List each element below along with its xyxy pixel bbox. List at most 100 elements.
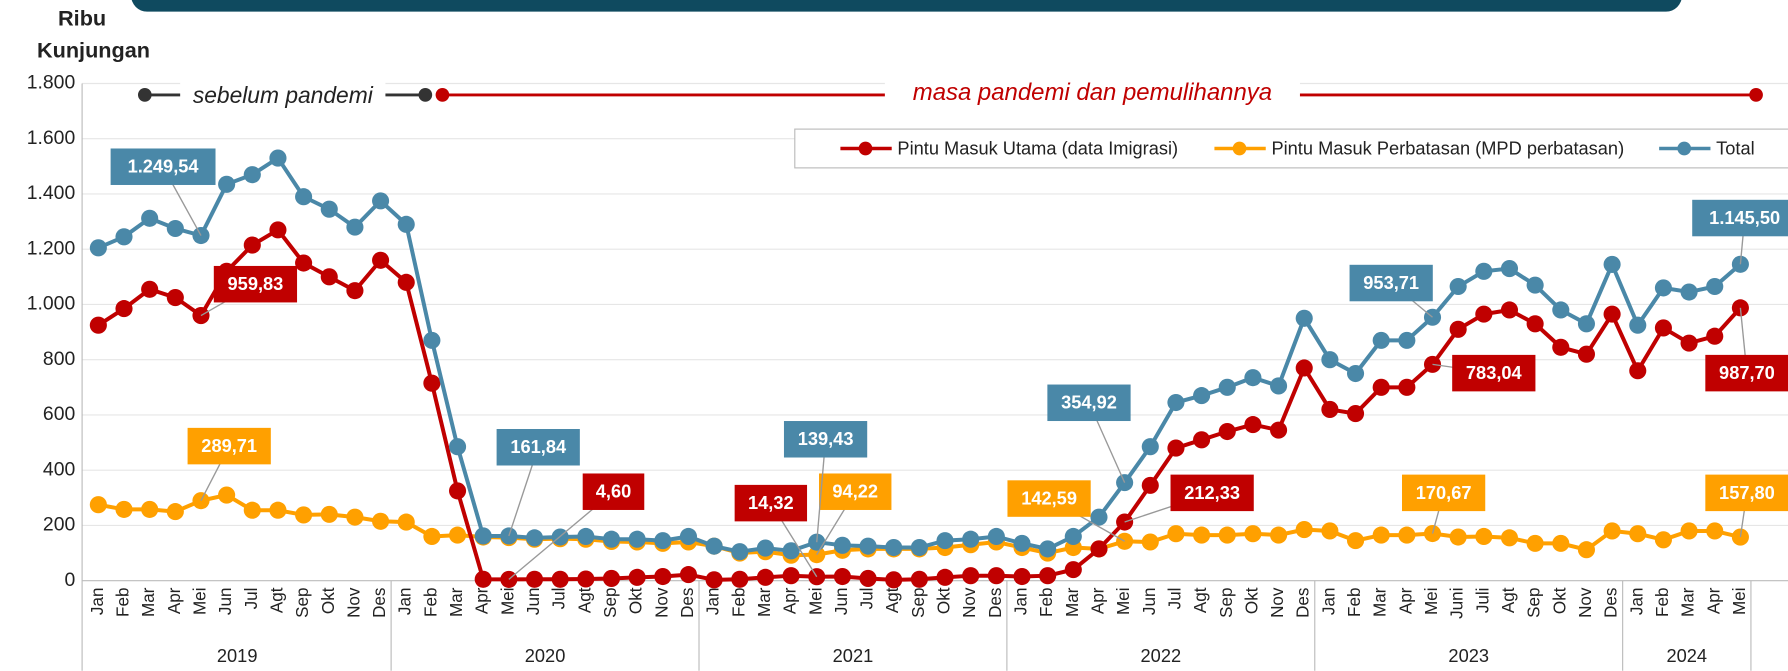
data-point: [1039, 567, 1057, 585]
data-point: [1218, 422, 1236, 441]
data-point: [1372, 331, 1390, 349]
x-tick-label: Okt: [935, 587, 954, 614]
data-point: [1064, 561, 1082, 579]
data-point: [1449, 320, 1467, 338]
data-point: [320, 505, 338, 523]
data-point: [1346, 405, 1365, 423]
legend-marker: [1677, 141, 1692, 156]
x-tick-label: Des: [1602, 588, 1621, 618]
data-point: [397, 513, 415, 531]
data-point: [1629, 316, 1647, 334]
annotation-dot: [137, 88, 152, 102]
value-label-box: [1452, 354, 1536, 392]
x-tick-label: Jan: [1627, 588, 1646, 616]
x-tick-label: Agt: [1499, 587, 1518, 613]
data-point: [859, 537, 877, 555]
data-point: [782, 542, 800, 560]
data-point: [372, 512, 390, 530]
data-point: [1244, 525, 1262, 543]
data-point: [1654, 531, 1672, 549]
x-tick-label: Mei: [1114, 588, 1133, 616]
data-point: [1346, 364, 1365, 383]
value-label-box: [1170, 474, 1254, 512]
x-tick-label: Jul: [550, 588, 569, 610]
data-point: [1731, 255, 1749, 273]
data-point: [987, 567, 1005, 585]
series-line: [97, 227, 1742, 582]
data-point: [423, 331, 441, 349]
value-label: 161,84: [510, 436, 567, 457]
x-tick-label: Agt: [267, 587, 286, 613]
x-tick-label: Nov: [344, 587, 363, 618]
data-point: [679, 566, 698, 584]
data-point: [910, 570, 928, 588]
value-label-box: [110, 148, 216, 185]
data-point: [1013, 567, 1031, 586]
data-point: [602, 530, 621, 548]
year-label: 2022: [1141, 645, 1182, 666]
data-point: [1577, 315, 1596, 333]
data-point: [1116, 474, 1134, 492]
legend-box: [794, 128, 1788, 169]
data-point: [602, 569, 621, 588]
y-tick-label: 1.400: [27, 182, 76, 204]
data-point: [1398, 331, 1416, 349]
x-tick-label: Okt: [1242, 587, 1261, 614]
y-tick-label: 0: [64, 569, 75, 591]
x-tick-label: Feb: [1037, 588, 1056, 617]
data-point: [1218, 526, 1236, 544]
data-point: [372, 192, 390, 210]
legend-label: Pintu Masuk Utama (data Imigrasi): [897, 137, 1178, 158]
value-label: 959,83: [228, 273, 284, 294]
value-label: 139,43: [798, 428, 854, 449]
data-point: [295, 188, 313, 206]
value-label-box: [1705, 474, 1788, 512]
x-tick-label: Apr: [1704, 587, 1723, 614]
value-label: 170,67: [1416, 482, 1472, 503]
data-point: [1141, 476, 1159, 494]
data-point: [1500, 259, 1519, 278]
x-tick-label: Nov: [1576, 587, 1595, 618]
x-tick-label: Juli: [1473, 588, 1492, 614]
data-point: [1475, 527, 1493, 546]
data-point: [1141, 438, 1159, 456]
data-point: [859, 569, 877, 588]
annotation-bg: [884, 77, 1300, 110]
data-point: [448, 438, 467, 456]
data-point: [1526, 315, 1544, 333]
x-tick-label: Feb: [1345, 588, 1364, 617]
x-tick-label: Jul: [1165, 588, 1184, 610]
x-tick-label: Mar: [447, 587, 466, 617]
data-point: [577, 527, 595, 546]
x-tick-label: Apr: [473, 587, 492, 614]
data-point: [1193, 526, 1211, 544]
data-point: [1449, 528, 1467, 546]
data-point: [141, 500, 159, 518]
data-point: [962, 530, 980, 548]
data-point: [1680, 283, 1698, 301]
data-point: [397, 273, 415, 291]
data-point: [1372, 526, 1390, 544]
data-point: [1167, 525, 1185, 543]
x-tick-label: Jan: [1012, 588, 1031, 616]
data-point: [1244, 369, 1262, 387]
annotation: masa pandemi dan pemulihannya: [913, 79, 1272, 106]
data-point: [89, 316, 107, 334]
data-point: [1167, 439, 1185, 457]
x-tick-label: Jun: [216, 588, 235, 616]
y-tick-label: 400: [43, 458, 76, 480]
data-point: [1321, 400, 1339, 418]
value-label-box: [1349, 264, 1433, 302]
data-point: [1270, 421, 1288, 439]
x-tick-label: Nov: [1268, 587, 1287, 618]
x-tick-label: Nov: [960, 587, 979, 618]
x-tick-label: Feb: [421, 588, 440, 617]
data-point: [1270, 377, 1288, 395]
data-point: [628, 568, 646, 586]
data-point: [1346, 532, 1365, 550]
data-point: [1654, 319, 1672, 337]
y-tick-label: 1.000: [27, 293, 76, 315]
x-tick-label: Feb: [729, 588, 748, 617]
y-tick-label: 1.200: [27, 237, 76, 259]
